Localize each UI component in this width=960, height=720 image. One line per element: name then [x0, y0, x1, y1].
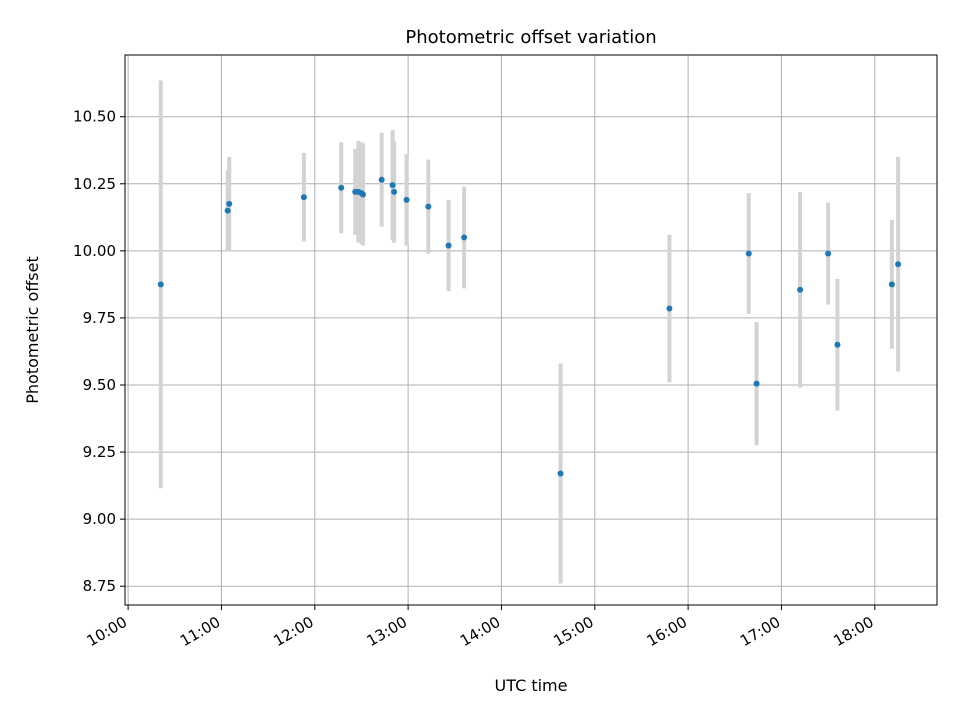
data-point: [403, 196, 410, 203]
y-tick-label: 9.75: [83, 309, 116, 327]
data-point: [224, 207, 231, 214]
data-point: [391, 188, 398, 195]
data-point: [425, 203, 432, 210]
x-tick-label: 15:00: [550, 613, 596, 650]
data-point: [895, 261, 902, 268]
y-tick-label: 10.25: [73, 175, 116, 193]
data-point: [666, 305, 673, 312]
data-point: [157, 281, 164, 288]
y-tick-label: 10.50: [73, 108, 116, 126]
data-point: [825, 250, 832, 257]
x-axis-ticks: 10:00 11:00 12:00 13:00 14:00 15:00 16:00 17:00…: [84, 605, 877, 650]
grid: [125, 55, 937, 605]
data-point: [557, 470, 564, 477]
data-point: [888, 281, 895, 288]
x-tick-label: 14:00: [457, 613, 503, 650]
data-point: [797, 286, 804, 293]
error-bars: [158, 80, 901, 584]
data-point: [338, 184, 345, 191]
y-tick-label: 10.00: [73, 242, 116, 260]
x-tick-label: 11:00: [177, 613, 223, 650]
x-tick-label: 13:00: [364, 613, 410, 650]
data-point: [378, 176, 385, 183]
data-point: [389, 182, 396, 189]
y-axis-ticks: 8.75 9.00 9.25 9.50 9.75 10.00 10.25 10.50: [73, 108, 125, 595]
y-tick-label: 9.50: [83, 376, 116, 394]
x-tick-label: 10:00: [84, 613, 130, 650]
x-tick-label: 17:00: [737, 613, 783, 650]
data-point: [745, 250, 752, 257]
data-point: [360, 191, 366, 198]
y-tick-label: 9.25: [83, 443, 116, 461]
y-axis-title: Photometric offset: [23, 256, 42, 404]
data-point: [834, 341, 841, 348]
data-point: [226, 200, 233, 207]
y-tick-label: 8.75: [83, 577, 116, 595]
data-point: [445, 242, 452, 249]
chart-title: Photometric offset variation: [405, 27, 656, 48]
data-point: [461, 234, 468, 241]
x-tick-label: 12:00: [270, 613, 316, 650]
x-tick-label: 16:00: [644, 613, 690, 650]
data-points: [157, 176, 902, 477]
x-axis-title: UTC time: [495, 676, 568, 695]
data-point: [753, 380, 760, 387]
plot-frame: [124, 54, 938, 606]
y-tick-label: 9.00: [83, 510, 116, 528]
x-tick-label: 18:00: [830, 613, 876, 650]
data-point: [300, 194, 307, 201]
